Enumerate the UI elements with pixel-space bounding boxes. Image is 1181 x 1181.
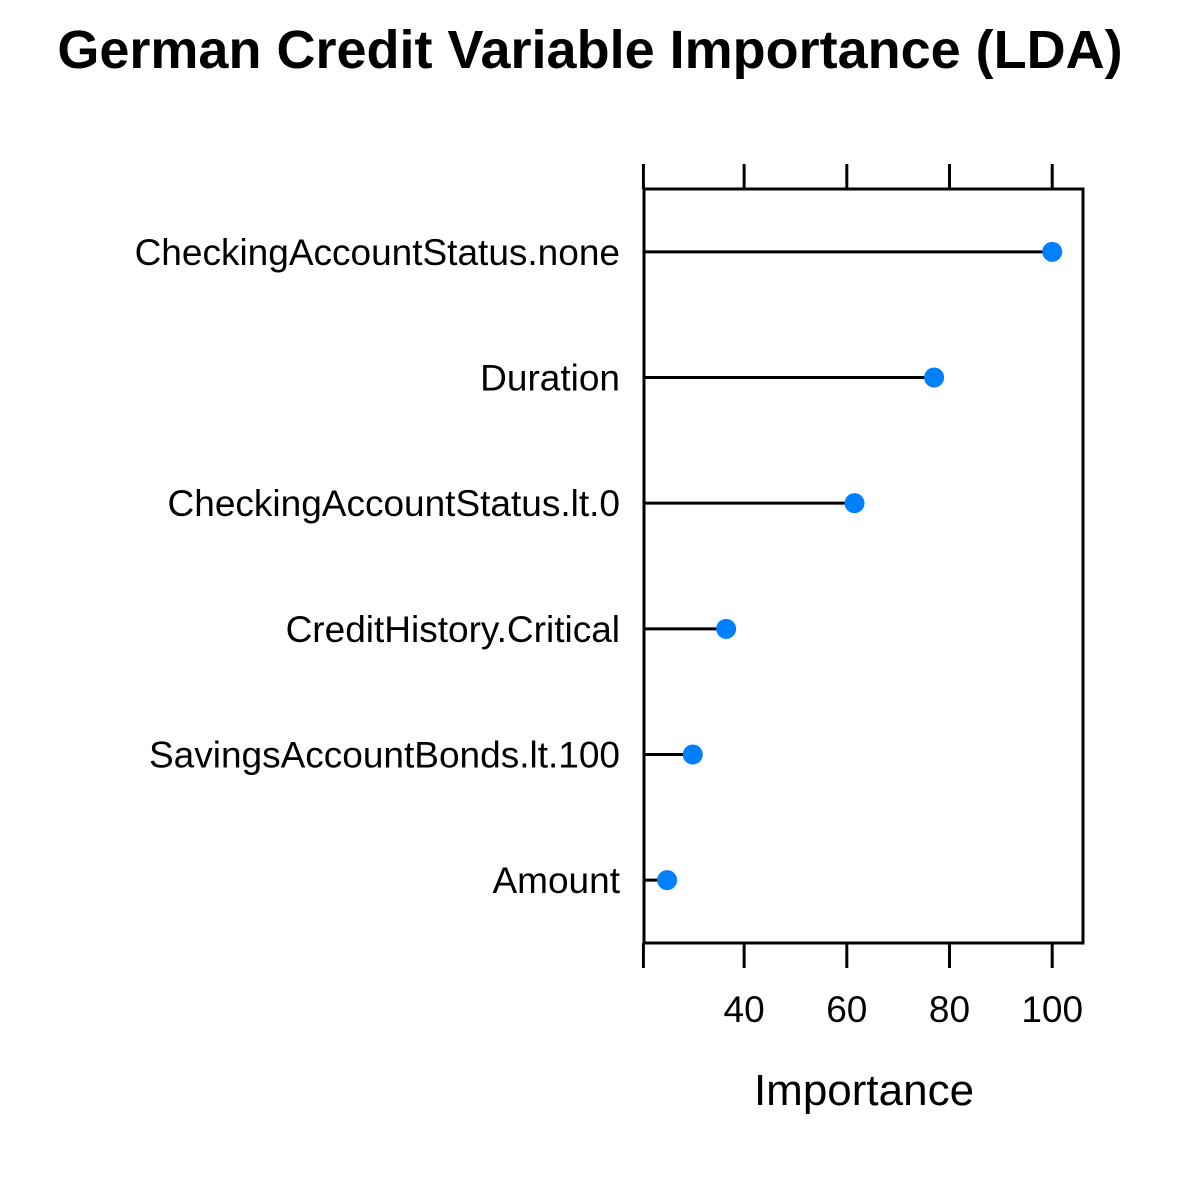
category-label: Amount: [492, 860, 620, 901]
x-tick-label: 100: [1021, 989, 1083, 1030]
x-tick-label: 80: [929, 989, 970, 1030]
category-label: CheckingAccountStatus.none: [135, 232, 620, 273]
data-point: [716, 618, 737, 639]
category-label: SavingsAccountBonds.lt.100: [149, 735, 620, 776]
lollipop-stems: [644, 250, 1053, 882]
data-point: [1042, 241, 1063, 262]
data-point: [924, 367, 945, 388]
chart-title: German Credit Variable Importance (LDA): [57, 20, 1122, 80]
data-points: [657, 241, 1063, 891]
category-label: CheckingAccountStatus.lt.0: [168, 483, 620, 524]
data-point: [657, 870, 678, 891]
category-labels: CheckingAccountStatus.none Duration Checki…: [135, 232, 621, 901]
category-label: CreditHistory.Critical: [286, 609, 620, 650]
data-point: [844, 493, 865, 514]
x-axis-ticks: 40 60 80 100: [641, 164, 1083, 1030]
plot-frame: [642, 187, 1085, 945]
data-point: [682, 744, 703, 765]
x-tick-label: 40: [724, 989, 765, 1030]
category-label: Duration: [480, 358, 620, 399]
x-axis-title: Importance: [754, 1066, 974, 1115]
x-tick-label: 60: [826, 989, 867, 1030]
